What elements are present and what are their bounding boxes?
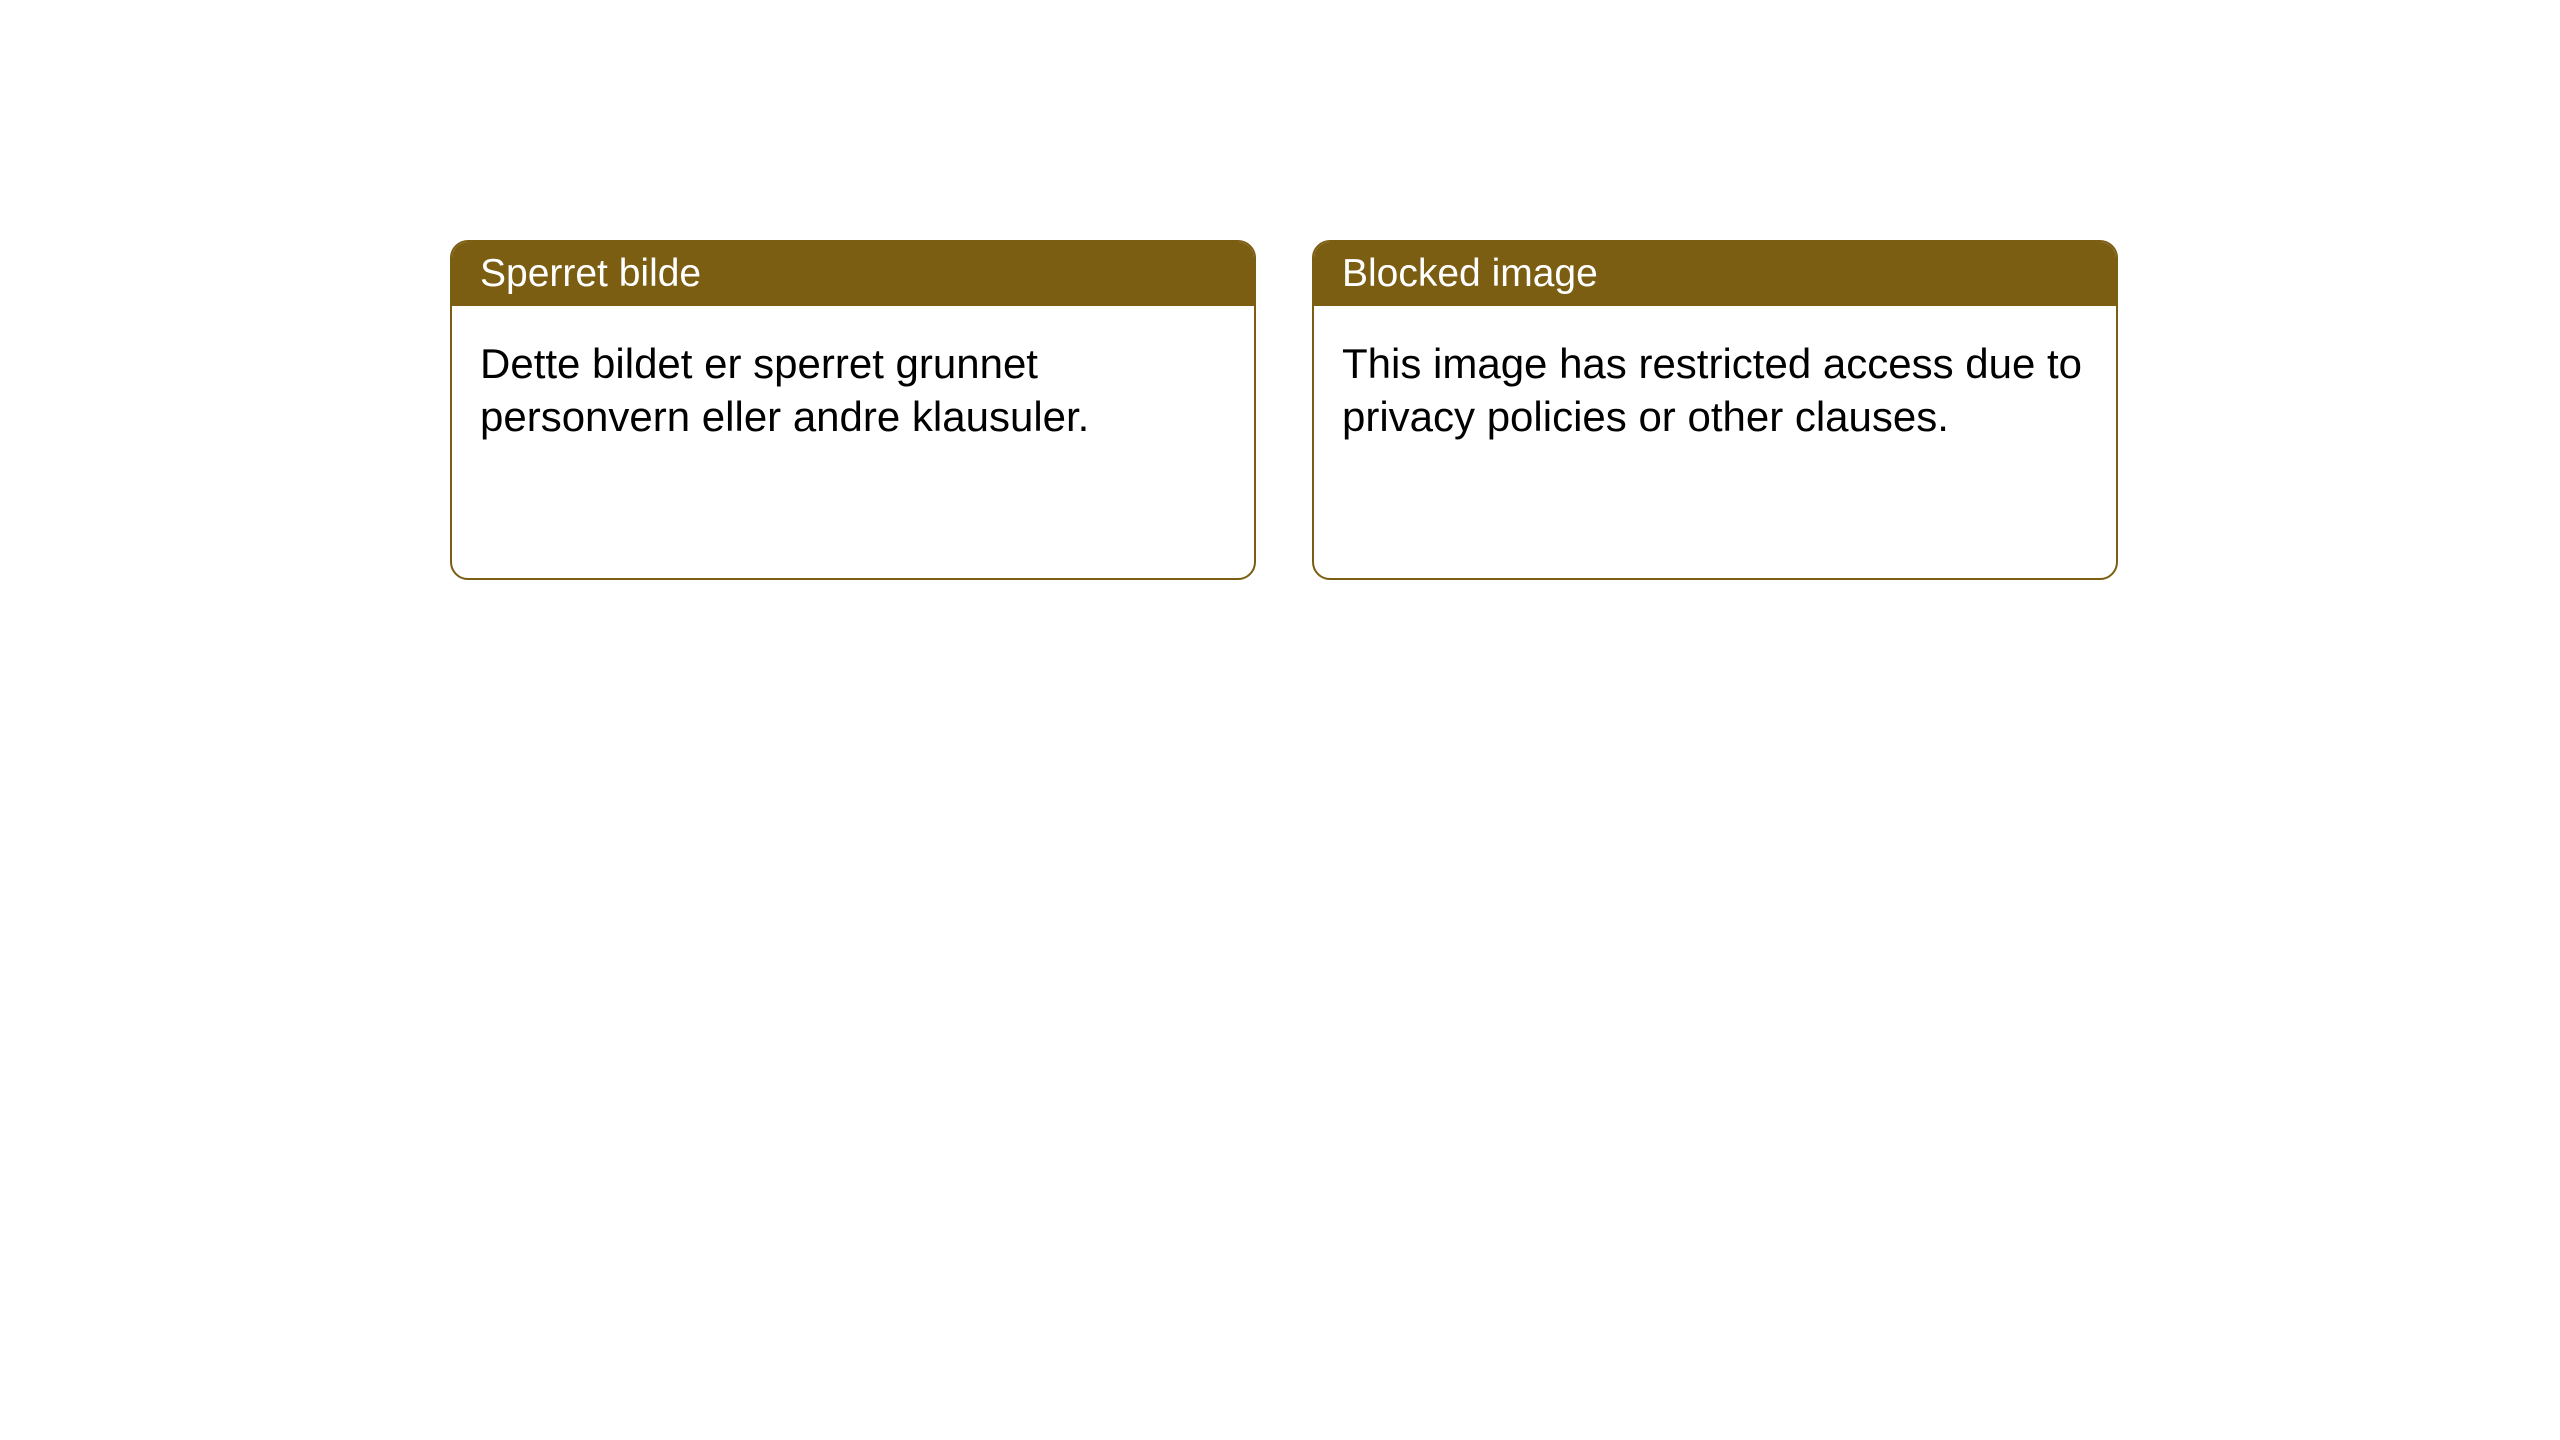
card-title: Sperret bilde [480, 252, 701, 295]
card-body: Dette bildet er sperret grunnet personve… [452, 306, 1254, 578]
card-body: This image has restricted access due to … [1314, 306, 2116, 578]
card-body-text: Dette bildet er sperret grunnet personve… [480, 340, 1089, 440]
card-header: Blocked image [1314, 242, 2116, 306]
blocked-image-cards: Sperret bilde Dette bildet er sperret gr… [450, 240, 2560, 580]
card-body-text: This image has restricted access due to … [1342, 340, 2082, 440]
card-title: Blocked image [1342, 252, 1598, 295]
blocked-image-card-norwegian: Sperret bilde Dette bildet er sperret gr… [450, 240, 1256, 580]
blocked-image-card-english: Blocked image This image has restricted … [1312, 240, 2118, 580]
card-header: Sperret bilde [452, 242, 1254, 306]
